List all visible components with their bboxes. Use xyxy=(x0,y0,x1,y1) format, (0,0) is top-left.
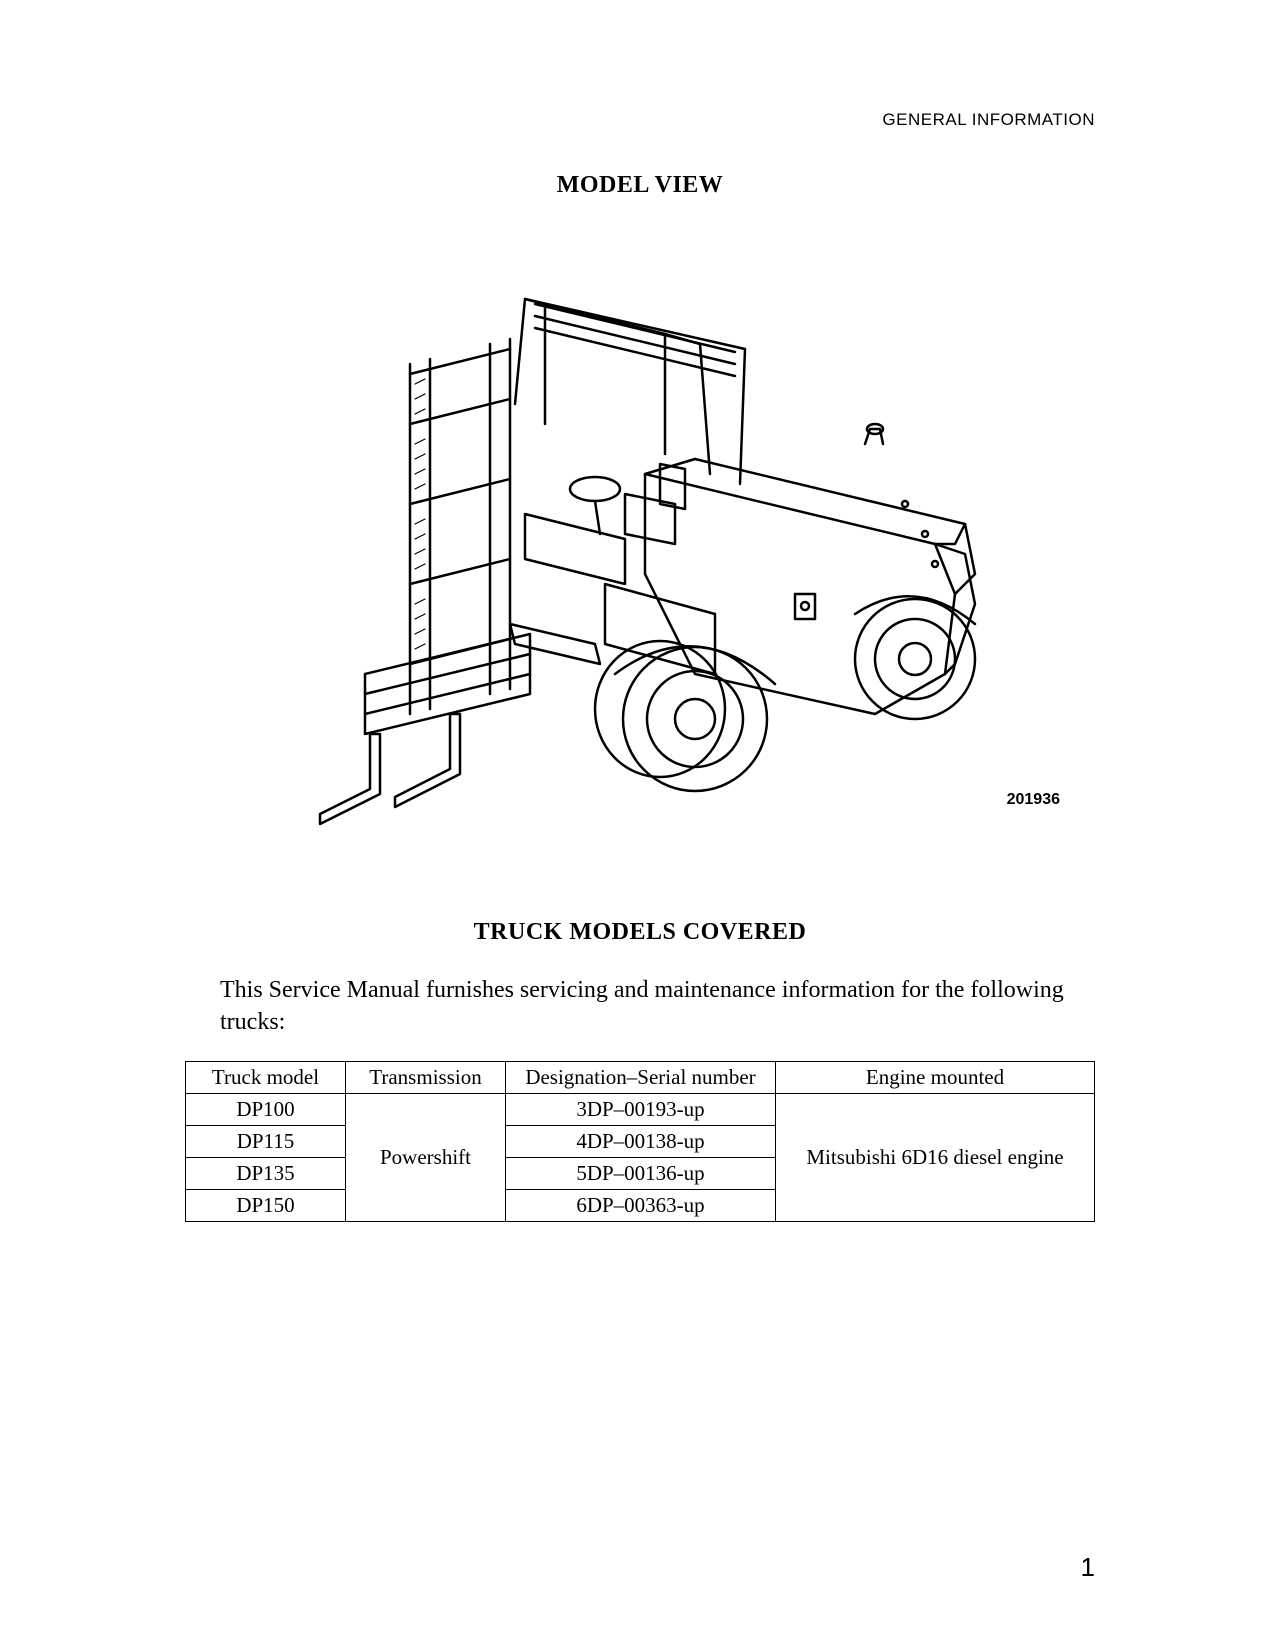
section-header: GENERAL INFORMATION xyxy=(882,110,1095,130)
figure-id: 201936 xyxy=(1007,791,1060,809)
cell-transmission: Powershift xyxy=(346,1093,506,1221)
col-header-engine: Engine mounted xyxy=(776,1061,1095,1093)
cell-designation: 3DP–00193-up xyxy=(506,1093,776,1125)
table-header-row: Truck model Transmission Designation–Ser… xyxy=(186,1061,1095,1093)
page-number: 1 xyxy=(1081,1552,1095,1583)
model-view-title: MODEL VIEW xyxy=(185,172,1095,199)
cell-designation: 4DP–00138-up xyxy=(506,1125,776,1157)
truck-models-title: TRUCK MODELS COVERED xyxy=(185,919,1095,946)
cell-designation: 5DP–00136-up xyxy=(506,1157,776,1189)
forklift-illustration xyxy=(265,244,1015,844)
col-header-transmission: Transmission xyxy=(346,1061,506,1093)
intro-paragraph: This Service Manual furnishes servicing … xyxy=(220,974,1095,1039)
col-header-model: Truck model xyxy=(186,1061,346,1093)
cell-model: DP115 xyxy=(186,1125,346,1157)
table-row: DP100 Powershift 3DP–00193-up Mitsubishi… xyxy=(186,1093,1095,1125)
cell-model: DP150 xyxy=(186,1189,346,1221)
cell-engine: Mitsubishi 6D16 diesel engine xyxy=(776,1093,1095,1221)
cell-designation: 6DP–00363-up xyxy=(506,1189,776,1221)
cell-model: DP100 xyxy=(186,1093,346,1125)
model-view-figure: 201936 xyxy=(185,244,1095,894)
col-header-designation: Designation–Serial number xyxy=(506,1061,776,1093)
cell-model: DP135 xyxy=(186,1157,346,1189)
truck-models-table: Truck model Transmission Designation–Ser… xyxy=(185,1061,1095,1222)
